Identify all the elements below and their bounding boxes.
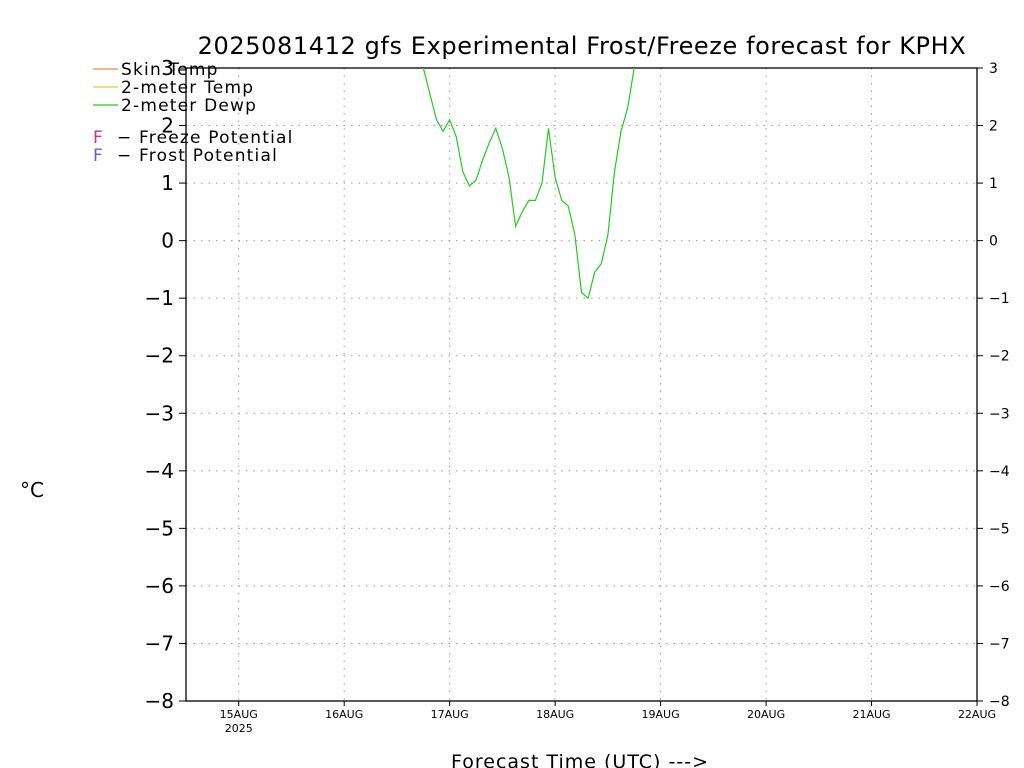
y-tick-label-left: −8 <box>145 689 174 713</box>
plot-frame <box>185 67 978 702</box>
legend-marker: F <box>93 128 104 148</box>
y-tick-label-left: −4 <box>145 459 174 483</box>
y-axis-label: °C <box>20 478 44 502</box>
x-tick-sublabel: 2025 <box>225 722 253 735</box>
x-tick-label: 20AUG <box>747 708 785 721</box>
axes: 3 3 2 2 1 1 0 0 −1 −1 −2 −2 −3 −3 −4 −4 −5 −5 −6 −6 −7 −7 −8 −8… <box>145 56 1010 735</box>
y-tick-label-left: −2 <box>145 344 174 368</box>
chart-title: 2025081412 gfs Experimental Frost/Freeze… <box>198 32 967 60</box>
series-layer <box>422 68 635 300</box>
x-tick-label: 21AUG <box>852 708 890 721</box>
legend-note: − Freeze Potential <box>117 128 294 148</box>
y-tick-label-left: −1 <box>145 286 174 310</box>
legend-label: 2-meter Dewp <box>121 96 257 116</box>
x-tick-label: 19AUG <box>642 708 680 721</box>
y-tick-label-left: 2 <box>161 114 174 138</box>
y-tick-label-right: −1 <box>989 291 1010 307</box>
legend-marker: F <box>93 146 104 166</box>
y-tick-label-left: 3 <box>161 56 174 80</box>
y-tick-label-right: −2 <box>989 349 1010 365</box>
y-tick-label-right: −8 <box>989 694 1010 710</box>
y-tick-label-right: 2 <box>989 119 998 135</box>
gridlines <box>186 68 977 701</box>
y-tick-label-left: −6 <box>145 574 174 598</box>
legend-label: 2-meter Temp <box>121 78 254 98</box>
y-tick-label-right: −3 <box>989 406 1010 422</box>
legend-label: Skin Temp <box>121 60 219 80</box>
y-tick-label-left: 0 <box>161 229 174 253</box>
x-tick-label: 22AUG <box>958 708 996 721</box>
legend-note: − Frost Potential <box>117 146 278 166</box>
y-tick-label-right: −6 <box>989 579 1010 595</box>
y-tick-label-right: −5 <box>989 521 1010 537</box>
y-tick-label-right: −7 <box>989 636 1010 652</box>
y-tick-label-left: −5 <box>145 516 174 540</box>
x-tick-label: 17AUG <box>431 708 469 721</box>
y-tick-label-right: −4 <box>989 464 1010 480</box>
x-tick-label: 16AUG <box>325 708 363 721</box>
y-tick-label-right: 3 <box>989 61 998 77</box>
y-tick-label-left: −3 <box>145 401 174 425</box>
y-tick-label-right: 1 <box>989 176 998 192</box>
series-line-dewpoint <box>422 68 635 300</box>
x-tick-label: 15AUG <box>220 708 258 721</box>
y-tick-label-left: −7 <box>145 631 174 655</box>
x-tick-label: 18AUG <box>536 708 574 721</box>
x-axis-label: Forecast Time (UTC) ---> <box>451 751 709 768</box>
y-tick-label-right: 0 <box>989 234 998 250</box>
y-tick-label-left: 1 <box>161 171 174 195</box>
